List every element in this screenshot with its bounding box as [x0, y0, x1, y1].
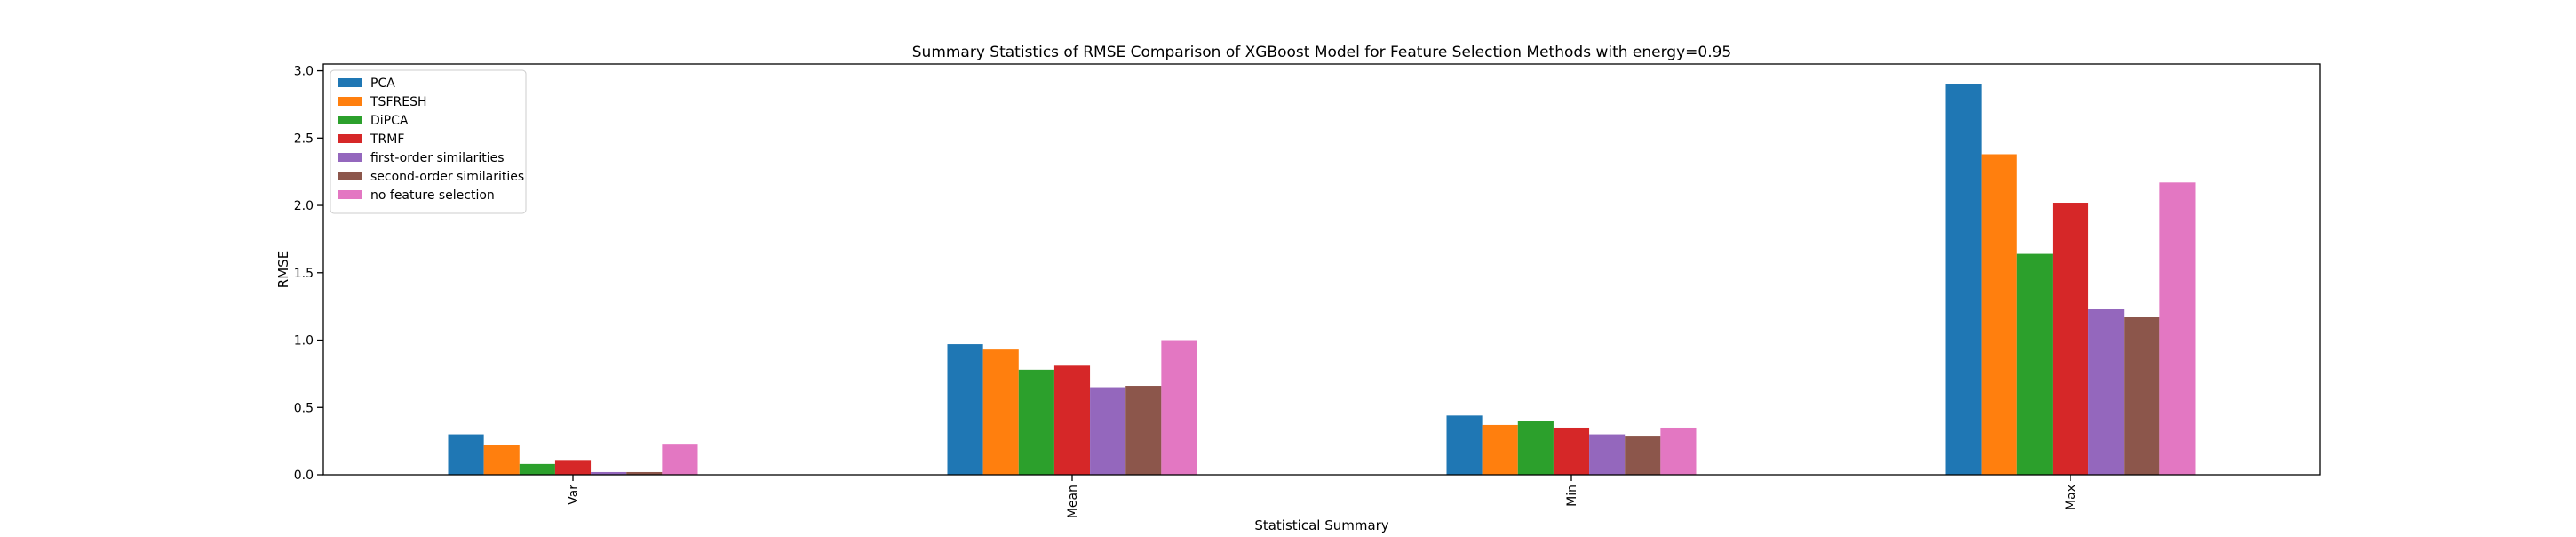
bars-layer [448, 84, 2196, 476]
x-axis: Var Mean Min Max [567, 475, 2079, 518]
x-tick-label-var: Var [567, 485, 581, 505]
bar-max-second-order-similarities [2124, 317, 2160, 475]
bar-mean-no-feature-selection [1161, 340, 1197, 475]
bar-max-first-order-similarities [2088, 309, 2125, 475]
legend-swatch [338, 172, 362, 180]
legend-label: first-order similarities [370, 151, 505, 165]
y-tick-label: 1.5 [294, 267, 314, 281]
legend-label: PCA [370, 76, 395, 91]
bar-mean-trmf [1053, 365, 1091, 475]
legend-label: TRMF [370, 132, 404, 147]
y-tick-label: 3.0 [294, 65, 314, 79]
legend-swatch [338, 134, 362, 143]
bar-min-second-order-similarities [1625, 436, 1661, 475]
y-tick-label: 1.0 [294, 334, 314, 349]
chart-title: Summary Statistics of RMSE Comparison of… [912, 44, 1732, 61]
bar-max-pca [1945, 84, 1982, 475]
legend-swatch [338, 190, 362, 199]
bar-var-tsfresh [483, 445, 520, 475]
bar-min-tsfresh [1482, 424, 1518, 475]
x-tick-label-min: Min [1565, 485, 1579, 507]
legend-label: TSFRESH [370, 95, 426, 109]
bar-var-no-feature-selection [662, 444, 698, 475]
bar-min-no-feature-selection [1660, 427, 1697, 475]
bar-min-pca [1446, 415, 1483, 475]
legend-swatch [338, 78, 362, 87]
bar-min-trmf [1553, 427, 1590, 475]
legend-swatch [338, 116, 362, 124]
bar-var-second-order-similarities [626, 471, 663, 475]
bar-max-trmf [2052, 203, 2089, 475]
legend-box [330, 69, 527, 214]
legend-swatch [338, 97, 362, 106]
bar-mean-pca [947, 344, 983, 475]
legend-label: DiPCA [370, 114, 409, 128]
bar-min-dipca [1517, 421, 1554, 475]
bar-max-dipca [2016, 253, 2053, 475]
bar-max-no-feature-selection [2159, 182, 2196, 476]
bar-var-dipca [519, 463, 555, 475]
legend-label: no feature selection [370, 188, 495, 203]
x-tick-label-max: Max [2064, 485, 2079, 510]
legend-label: second-order similarities [370, 170, 524, 184]
bar-min-first-order-similarities [1589, 434, 1626, 475]
legend: PCA TSFRESH DiPCA TRMF first-order similarit… [330, 69, 527, 214]
bar-mean-first-order-similarities [1090, 387, 1126, 475]
bar-mean-tsfresh [982, 349, 1019, 475]
bar-var-first-order-similarities [591, 471, 627, 475]
x-tick-label-mean: Mean [1066, 485, 1080, 518]
bar-var-trmf [554, 460, 592, 475]
y-axis-label: RMSE [275, 251, 291, 288]
y-tick-label: 0.5 [294, 401, 314, 415]
bar-max-tsfresh [1981, 154, 2017, 476]
y-tick-label: 2.5 [294, 132, 314, 146]
bar-var-pca [448, 434, 484, 475]
plot-frame [322, 63, 2321, 476]
y-tick-label: 2.0 [294, 199, 314, 213]
bar-mean-second-order-similarities [1125, 386, 1162, 475]
y-tick-label: 0.0 [294, 469, 314, 483]
x-axis-label: Statistical Summary [1254, 517, 1388, 533]
legend-swatch [338, 153, 362, 162]
bar-mean-dipca [1018, 369, 1054, 475]
y-axis: 0.0 0.5 1.0 1.5 2.0 2.5 3.0 [294, 65, 323, 483]
